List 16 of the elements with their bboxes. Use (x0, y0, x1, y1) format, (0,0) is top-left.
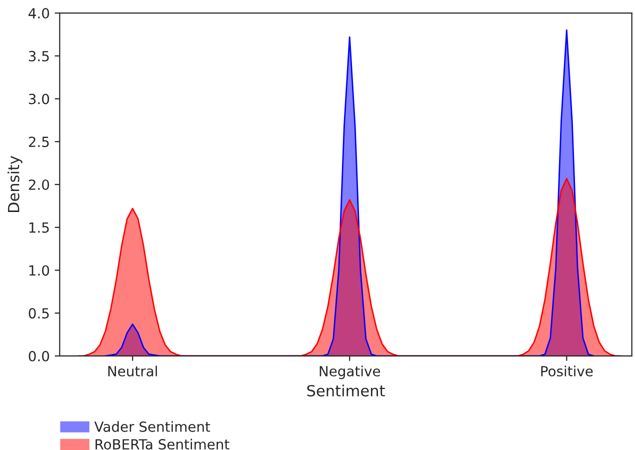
x-tick-label: Neutral (108, 366, 157, 376)
x-axis-title: Sentiment (307, 384, 385, 396)
y-tick-label: 1.5 (29, 222, 49, 233)
x-tick-label: Negative (320, 366, 380, 380)
y-tick-label: 2.0 (28, 179, 50, 190)
y-tick-label: 3.5 (28, 50, 49, 62)
x-tick-label: Positive (541, 366, 593, 376)
legend-label: Vader Sentiment (94, 421, 210, 432)
y-tick-label: 1.0 (29, 265, 50, 276)
y-axis-title: Density (8, 156, 22, 212)
y-tick-label: 0.5 (28, 308, 49, 319)
y-tick-label: 3.0 (28, 94, 50, 104)
legend-label: RoBERTa Sentiment (96, 438, 230, 450)
y-tick-label: 0.0 (28, 350, 50, 362)
y-tick-label: 4.0 (28, 8, 50, 19)
y-tick-label: 2.5 (28, 136, 49, 148)
